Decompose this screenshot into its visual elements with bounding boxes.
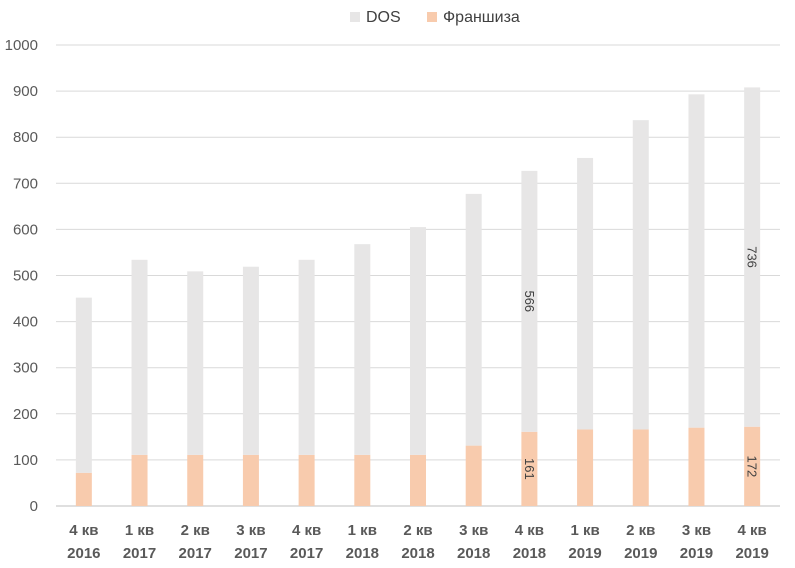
bar-dos bbox=[465, 193, 482, 446]
bar-franchise bbox=[187, 454, 204, 506]
bar-dos bbox=[75, 297, 92, 473]
bar-dos bbox=[298, 259, 315, 455]
y-axis: 0 100 200 300 400 500 600 700 800 900 1000 bbox=[5, 37, 38, 515]
x-tick-label: 1 кв 2017 bbox=[123, 522, 156, 562]
x-tick-label: 2 кв 2017 bbox=[179, 522, 212, 562]
x-tick-label: 2 кв 2018 bbox=[401, 522, 434, 562]
bar-franchise bbox=[465, 445, 482, 506]
legend-label: DOS bbox=[366, 9, 401, 26]
data-label: 161 bbox=[522, 458, 537, 480]
bar-franchise bbox=[242, 454, 259, 506]
bar-dos bbox=[688, 94, 705, 428]
x-tick-label: 2 кв 2019 bbox=[624, 522, 657, 562]
bar-dos bbox=[577, 157, 594, 430]
bar-dos bbox=[521, 170, 538, 432]
bar-franchise bbox=[354, 454, 371, 506]
y-tick-label: 300 bbox=[13, 360, 38, 377]
y-tick-label: 800 bbox=[13, 129, 38, 146]
bar-franchise bbox=[577, 429, 594, 506]
legend: DOS Франшиза bbox=[350, 9, 520, 26]
bar-dos bbox=[187, 271, 204, 455]
bar-dos bbox=[632, 120, 649, 430]
y-tick-label: 1000 bbox=[5, 37, 38, 54]
data-label: 172 bbox=[745, 456, 760, 478]
x-tick-label: 4 кв 2016 bbox=[67, 522, 100, 562]
y-tick-label: 700 bbox=[13, 175, 38, 192]
bar-dos bbox=[242, 266, 259, 455]
bar-franchise bbox=[410, 454, 426, 506]
y-tick-label: 400 bbox=[13, 314, 38, 331]
y-tick-label: 600 bbox=[13, 221, 38, 238]
y-tick-label: 900 bbox=[13, 83, 38, 100]
bar-dos bbox=[354, 244, 371, 455]
x-axis: 4 кв 2016 1 кв 2017 2 кв 2017 3 кв 2017 4 кв 2017… bbox=[67, 522, 769, 562]
data-labels: 161 566 172 736 bbox=[522, 246, 760, 480]
x-tick-label: 3 кв 2018 bbox=[457, 522, 490, 562]
bar-dos bbox=[131, 259, 148, 455]
x-tick-label: 1 кв 2018 bbox=[346, 522, 379, 562]
data-label: 736 bbox=[745, 246, 760, 268]
bar-franchise bbox=[521, 431, 538, 506]
bar-franchise bbox=[688, 427, 705, 506]
y-tick-label: 100 bbox=[13, 452, 38, 469]
bar-franchise bbox=[744, 426, 761, 506]
y-tick-label: 200 bbox=[13, 406, 38, 423]
bar-dos bbox=[410, 227, 426, 455]
x-tick-label: 3 кв 2019 bbox=[680, 522, 713, 562]
y-tick-label: 500 bbox=[13, 268, 38, 285]
x-tick-label: 3 кв 2017 bbox=[234, 522, 267, 562]
y-tick-label: 0 bbox=[30, 498, 38, 515]
x-tick-label: 4 кв 2019 bbox=[735, 522, 768, 562]
bar-franchise bbox=[632, 429, 649, 506]
bar-dos bbox=[744, 87, 761, 427]
x-tick-label: 1 кв 2019 bbox=[568, 522, 601, 562]
bar-franchise bbox=[75, 472, 92, 506]
data-label: 566 bbox=[522, 290, 537, 312]
bars bbox=[75, 87, 761, 506]
legend-swatch bbox=[427, 12, 437, 22]
legend-swatch bbox=[350, 12, 360, 22]
bar-franchise bbox=[298, 454, 315, 506]
bar-franchise bbox=[131, 454, 148, 506]
legend-label: Франшиза bbox=[443, 9, 520, 26]
x-tick-label: 4 кв 2018 bbox=[513, 522, 546, 562]
x-tick-label: 4 кв 2017 bbox=[290, 522, 323, 562]
